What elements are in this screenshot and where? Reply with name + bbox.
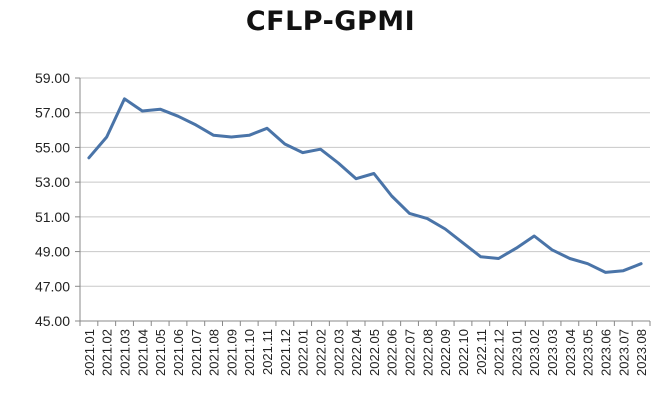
x-tick-label: 2023.05 bbox=[581, 329, 596, 376]
x-tick-label: 2022.12 bbox=[492, 329, 507, 376]
x-tick-label: 2022.11 bbox=[474, 329, 489, 375]
data-point bbox=[141, 109, 144, 112]
x-tick-label: 2021.11 bbox=[260, 329, 275, 375]
x-tick-label: 2023.06 bbox=[598, 329, 613, 376]
data-point bbox=[87, 156, 90, 159]
x-axis-tick-labels: 2021.01 2021.02 2021.03 2021.04 2021.05 2021.… bbox=[82, 329, 649, 376]
x-tick-label: 2022.03 bbox=[331, 329, 346, 376]
y-axis-tick-labels: 45.00 47.00 49.00 51.00 53.00 55.00 57.00 59.00 bbox=[35, 70, 70, 329]
data-point bbox=[248, 134, 251, 137]
x-tick-label: 2022.06 bbox=[385, 329, 400, 376]
data-point bbox=[408, 212, 411, 215]
data-point bbox=[604, 271, 607, 274]
data-point bbox=[355, 177, 358, 180]
data-point bbox=[426, 217, 429, 220]
x-tick-label: 2023.08 bbox=[634, 329, 649, 376]
y-tick-label: 47.00 bbox=[35, 278, 70, 294]
x-tick-label: 2023.01 bbox=[509, 329, 524, 376]
y-tick-label: 59.00 bbox=[35, 70, 70, 86]
data-point bbox=[390, 195, 393, 198]
x-tick-label: 2021.03 bbox=[118, 329, 133, 376]
data-point bbox=[301, 151, 304, 154]
x-tick-label: 2022.08 bbox=[420, 329, 435, 376]
series-line bbox=[87, 97, 643, 274]
data-point bbox=[266, 127, 269, 130]
x-tick-label: 2022.02 bbox=[313, 329, 328, 376]
x-tick-label: 2021.10 bbox=[242, 329, 257, 376]
x-tick-label: 2023.02 bbox=[527, 329, 542, 376]
data-point bbox=[176, 115, 179, 118]
data-point bbox=[640, 262, 643, 265]
x-tick-label: 2023.07 bbox=[616, 329, 631, 376]
data-point bbox=[337, 162, 340, 165]
x-tick-label: 2021.02 bbox=[100, 329, 115, 376]
data-point bbox=[194, 123, 197, 126]
x-tick-label: 2023.03 bbox=[545, 329, 560, 376]
x-tick-label: 2022.10 bbox=[456, 329, 471, 376]
y-tick-label: 45.00 bbox=[35, 313, 70, 329]
data-point bbox=[568, 257, 571, 260]
data-point bbox=[319, 148, 322, 151]
x-tick-label: 2021.05 bbox=[153, 329, 168, 376]
x-tick-label: 2021.08 bbox=[207, 329, 222, 376]
data-point bbox=[479, 255, 482, 258]
y-tick-label: 49.00 bbox=[35, 244, 70, 260]
x-tick-label: 2022.01 bbox=[296, 329, 311, 376]
x-tick-label: 2022.07 bbox=[403, 329, 418, 376]
axes bbox=[75, 77, 651, 326]
data-point bbox=[444, 228, 447, 231]
data-point bbox=[586, 262, 589, 265]
x-tick-label: 2022.05 bbox=[367, 329, 382, 376]
data-point bbox=[497, 257, 500, 260]
data-point bbox=[622, 269, 625, 272]
y-tick-label: 51.00 bbox=[35, 209, 70, 225]
x-tick-label: 2021.09 bbox=[224, 329, 239, 376]
x-tick-label: 2023.04 bbox=[563, 329, 578, 376]
data-point bbox=[372, 172, 375, 175]
y-tick-label: 55.00 bbox=[35, 139, 70, 155]
x-tick-label: 2022.09 bbox=[438, 329, 453, 376]
data-point bbox=[105, 136, 108, 139]
x-tick-label: 2021.12 bbox=[278, 329, 293, 376]
x-tick-label: 2021.01 bbox=[82, 329, 97, 376]
data-point bbox=[159, 108, 162, 111]
x-tick-label: 2021.07 bbox=[189, 329, 204, 376]
x-tick-label: 2022.04 bbox=[349, 329, 364, 376]
data-point bbox=[533, 234, 536, 237]
data-point bbox=[551, 248, 554, 251]
y-tick-label: 53.00 bbox=[35, 174, 70, 190]
gridlines bbox=[80, 77, 650, 322]
x-tick-label: 2021.04 bbox=[135, 329, 150, 376]
data-point bbox=[461, 241, 464, 244]
x-tick-label: 2021.06 bbox=[171, 329, 186, 376]
data-point bbox=[212, 134, 215, 137]
series bbox=[87, 97, 643, 274]
y-tick-label: 57.00 bbox=[35, 105, 70, 121]
data-point bbox=[123, 97, 126, 100]
data-point bbox=[230, 136, 233, 139]
data-point bbox=[515, 247, 518, 250]
data-point bbox=[283, 142, 286, 145]
chart-title: CFLP-GPMI bbox=[245, 6, 416, 37]
